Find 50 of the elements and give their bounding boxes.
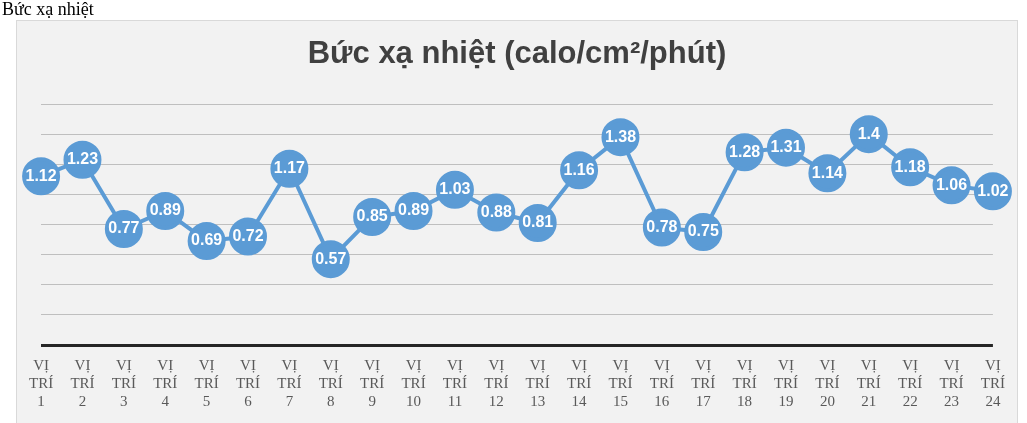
x-tick-label: VỊ TRÍ 23 — [939, 356, 964, 409]
x-tick-label: VỊ TRÍ 22 — [898, 356, 923, 409]
data-label: 0.57 — [315, 249, 347, 267]
x-tick-label: VỊ TRÍ 8 — [318, 356, 343, 409]
data-label: 0.88 — [480, 202, 512, 220]
x-tick-label: VỊ TRÍ 5 — [194, 356, 219, 409]
data-label: 1.14 — [811, 163, 844, 181]
chart-title: Bức xạ nhiệt (calo/cm²/phút) — [306, 35, 728, 71]
x-tick-label: VỊ TRÍ 1 — [29, 356, 54, 409]
data-label: 1.18 — [894, 157, 926, 175]
data-label: 1.4 — [857, 124, 880, 142]
x-tick-label: VỊ TRÍ 7 — [277, 356, 302, 409]
data-label: 1.03 — [439, 180, 471, 198]
x-tick-label: VỊ TRÍ 13 — [525, 356, 550, 409]
data-label: 1.06 — [935, 175, 968, 193]
data-label: 1.12 — [25, 166, 57, 184]
data-label: 0.85 — [356, 207, 388, 225]
x-tick-label: VỊ TRÍ 14 — [566, 356, 592, 409]
x-tick-label: VỊ TRÍ 20 — [815, 356, 840, 409]
data-label: 1.38 — [604, 127, 637, 145]
data-label: 1.28 — [729, 142, 761, 160]
x-tick-label: VỊ TRÍ 4 — [153, 356, 178, 409]
data-label: 0.78 — [646, 217, 678, 235]
text: Bức xạ nhiệt — [2, 0, 94, 19]
x-tick-label: VỊ TRÍ 6 — [235, 356, 261, 409]
data-label: 1.17 — [273, 159, 306, 177]
data-label: 1.02 — [977, 181, 1009, 199]
x-tick-label: VỊ TRÍ 21 — [856, 356, 881, 409]
x-tick-label: VỊ TRÍ 24 — [980, 356, 1005, 409]
x-tick-label: VỊ TRÍ 9 — [360, 356, 385, 409]
data-label: 0.89 — [149, 201, 181, 219]
data-label: 1.23 — [66, 150, 99, 168]
data-label: 0.89 — [397, 201, 430, 219]
data-label: 0.77 — [108, 219, 140, 237]
x-tick-label: VỊ TRÍ 11 — [442, 356, 468, 409]
x-tick-label: VỊ TRÍ 19 — [773, 356, 799, 409]
x-tick-label: VỊ TRÍ 17 — [691, 356, 716, 409]
x-tick-label: VỊ TRÍ 15 — [608, 356, 633, 409]
data-label: 0.75 — [687, 222, 719, 240]
data-label: 0.69 — [191, 231, 223, 249]
data-label: 1.16 — [563, 160, 595, 178]
x-tick-label: VỊ TRÍ 12 — [484, 356, 509, 409]
data-label: 0.72 — [232, 226, 264, 244]
x-tick-label: VỊ TRÍ 3 — [111, 356, 136, 409]
x-tick-label: VỊ TRÍ 10 — [401, 356, 426, 409]
data-label: 1.31 — [770, 138, 802, 156]
x-tick-label: VỊ TRÍ 16 — [649, 356, 674, 409]
data-label: 0.81 — [522, 213, 554, 231]
x-tick-label: VỊ TRÍ 2 — [70, 356, 95, 409]
x-tick-label: VỊ TRÍ 18 — [732, 356, 757, 409]
